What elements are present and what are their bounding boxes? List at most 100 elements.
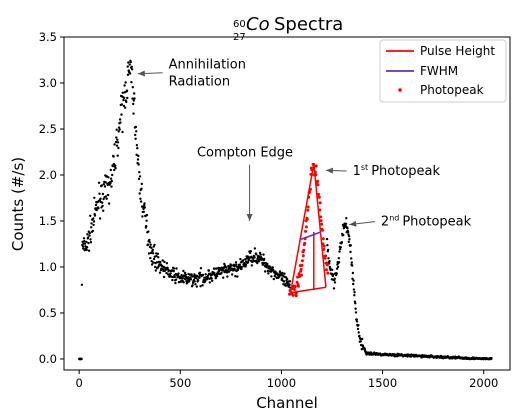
spectrum-series — [78, 59, 493, 361]
spectrum-point — [165, 271, 168, 275]
spectrum-point — [116, 141, 120, 144]
spectrum-point — [118, 118, 122, 121]
spectrum-point — [201, 284, 204, 287]
spectrum-point — [286, 277, 289, 281]
spectrum-point — [189, 278, 193, 281]
spectrum-point — [132, 112, 135, 115]
spectrum-point — [80, 283, 84, 286]
spectrum-point — [111, 173, 114, 177]
spectrum-point — [115, 144, 119, 147]
spectrum-point — [358, 334, 361, 338]
spectrum-point — [272, 277, 275, 281]
spectrum-point — [138, 171, 141, 174]
photopeak-point — [302, 248, 306, 252]
spectrum-point — [199, 267, 203, 270]
chart-title: 60 27 Co Spectra — [233, 14, 343, 43]
spectrum-point — [162, 275, 166, 279]
spectrum-point — [135, 144, 139, 147]
photopeak-point — [314, 164, 318, 168]
pulse-height-line — [313, 163, 327, 288]
annotation-label: Radiation — [169, 75, 230, 90]
spectrum-point — [124, 81, 127, 84]
spectrum-point — [213, 267, 216, 270]
legend: Pulse Height FWHM Photopeak — [379, 39, 507, 103]
spectrum-point — [288, 283, 291, 286]
spectrum-point — [282, 283, 285, 286]
photopeak-point — [322, 247, 326, 251]
spectrum-point — [117, 130, 120, 133]
spectrum-point — [159, 260, 162, 264]
spectrum-point — [250, 264, 253, 267]
spectrum-point — [238, 263, 241, 266]
spectrum-point — [194, 283, 197, 286]
spectrum-point — [125, 89, 129, 92]
spectrum-point — [155, 254, 158, 258]
spectrum-point — [103, 185, 107, 188]
legend-pulse-height-label: Pulse Height — [420, 44, 495, 58]
spectrum-point — [131, 86, 134, 89]
photopeak-point — [325, 263, 329, 267]
spectrum-point — [152, 261, 155, 264]
spectrum-point — [118, 128, 121, 131]
spectrum-point — [123, 84, 126, 87]
spectrum-point — [270, 275, 273, 278]
y-tick-label: 1.0 — [39, 260, 57, 274]
x-axis-ticks: 0 500 1000 1500 2000 — [76, 370, 498, 390]
spectrum-point — [194, 276, 198, 280]
spectrum-point — [92, 220, 96, 223]
spectrum-point — [95, 208, 98, 212]
spectrum-point — [256, 261, 259, 265]
spectrum-point — [92, 217, 95, 220]
spectrum-point — [351, 271, 355, 275]
spectrum-point — [105, 197, 108, 200]
photopeak-point — [304, 229, 307, 233]
spectrum-point — [90, 222, 93, 225]
spectrum-point — [145, 224, 148, 228]
spectrum-point — [165, 262, 169, 265]
spectrum-point — [264, 270, 267, 273]
spectrum-point — [352, 279, 355, 282]
spectrum-point — [127, 61, 130, 64]
spectrum-point — [121, 130, 124, 134]
spectrum-point — [181, 277, 184, 280]
spectrum-point — [356, 327, 360, 331]
spectrum-point — [128, 63, 131, 66]
spectrum-point — [271, 266, 274, 269]
spectrum-point — [111, 164, 115, 168]
fwhm-series — [300, 231, 322, 241]
spectrum-point — [183, 271, 187, 275]
spectrum-point — [354, 307, 357, 310]
annotation-label: Annihilation — [169, 58, 246, 73]
spectrum-point — [171, 278, 174, 282]
spectrum-point — [234, 275, 237, 278]
spectrum-point — [141, 215, 144, 218]
photopeak-point — [322, 244, 326, 248]
spectrum-point — [203, 276, 206, 279]
spectrum-point — [161, 259, 164, 262]
photopeak-point — [324, 254, 328, 258]
spectrum-point — [160, 264, 164, 267]
spectrum-point — [332, 273, 335, 276]
spectrum-point — [109, 181, 112, 185]
spectrum-point — [228, 265, 232, 268]
spectrum-point — [120, 113, 123, 116]
photopeak-point — [303, 241, 307, 245]
spectrum-point — [174, 278, 178, 281]
spectrum-point — [126, 65, 129, 68]
spectrum-point — [225, 266, 228, 269]
photopeak-point — [301, 254, 305, 258]
spectrum-point — [113, 143, 116, 146]
spectrum-point — [239, 257, 242, 261]
spectrum-point — [213, 271, 216, 275]
photopeak-point — [316, 183, 320, 187]
photopeak-point — [321, 237, 325, 241]
spectrum-point — [128, 72, 132, 75]
spectrum-point — [101, 192, 105, 196]
spectrum-point — [188, 280, 191, 283]
spectrum-point — [88, 234, 91, 237]
photopeak-point — [306, 208, 310, 212]
spectrum-point — [337, 257, 340, 260]
spectrum-point — [137, 177, 141, 181]
spectrum-point — [86, 236, 90, 239]
spectrum-point — [143, 202, 146, 205]
